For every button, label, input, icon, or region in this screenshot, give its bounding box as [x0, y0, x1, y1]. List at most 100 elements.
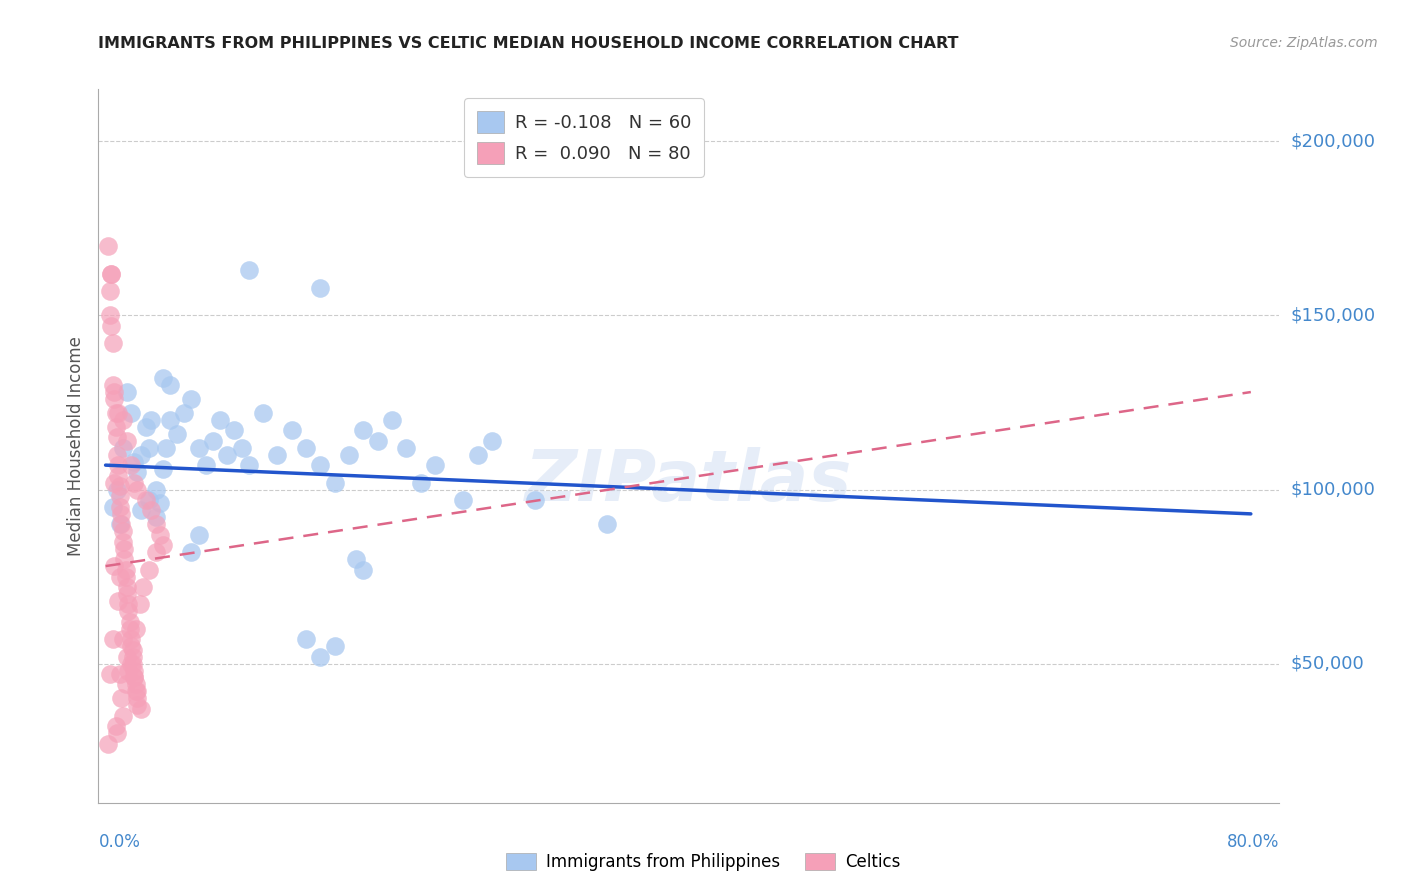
Point	[231, 441, 253, 455]
Point	[131, 448, 153, 462]
Point	[149, 496, 172, 510]
Point	[103, 475, 125, 490]
Point	[125, 483, 148, 497]
Point	[323, 639, 346, 653]
Point	[125, 691, 148, 706]
Point	[138, 492, 160, 507]
Point	[138, 441, 160, 455]
Point	[108, 517, 131, 532]
Point	[115, 434, 138, 448]
Point	[107, 406, 129, 420]
Point	[129, 598, 152, 612]
Point	[395, 441, 418, 455]
Point	[409, 475, 432, 490]
Point	[122, 475, 145, 490]
Point	[352, 563, 374, 577]
Point	[138, 563, 160, 577]
Point	[120, 639, 142, 653]
Point	[180, 392, 202, 406]
Point	[107, 458, 129, 472]
Point	[115, 385, 138, 400]
Point	[108, 500, 131, 514]
Point	[295, 441, 318, 455]
Point	[131, 503, 153, 517]
Legend: Immigrants from Philippines, Celtics: Immigrants from Philippines, Celtics	[498, 845, 908, 880]
Point	[344, 552, 367, 566]
Point	[107, 468, 129, 483]
Point	[145, 517, 167, 532]
Point	[309, 458, 332, 472]
Point	[108, 479, 131, 493]
Point	[117, 598, 139, 612]
Point	[120, 657, 142, 671]
Text: ZIPatlas: ZIPatlas	[526, 447, 852, 516]
Point	[97, 737, 120, 751]
Point	[101, 632, 124, 647]
Point	[141, 413, 163, 427]
Point	[266, 448, 288, 462]
Text: 80.0%: 80.0%	[1227, 833, 1279, 851]
Text: Source: ZipAtlas.com: Source: ZipAtlas.com	[1230, 36, 1378, 50]
Point	[367, 434, 389, 448]
Point	[120, 406, 142, 420]
Point	[155, 441, 177, 455]
Point	[101, 378, 124, 392]
Point	[117, 664, 139, 678]
Point	[159, 378, 181, 392]
Point	[125, 698, 148, 713]
Point	[104, 406, 127, 420]
Point	[118, 622, 141, 636]
Point	[122, 671, 145, 685]
Text: $200,000: $200,000	[1291, 132, 1375, 151]
Point	[108, 490, 131, 504]
Text: $150,000: $150,000	[1291, 307, 1375, 325]
Point	[595, 517, 617, 532]
Point	[103, 559, 125, 574]
Point	[125, 465, 148, 479]
Point	[100, 267, 122, 281]
Point	[110, 691, 132, 706]
Point	[105, 726, 128, 740]
Point	[101, 500, 124, 514]
Point	[111, 632, 134, 647]
Point	[187, 441, 209, 455]
Point	[111, 413, 134, 427]
Point	[112, 541, 135, 556]
Point	[481, 434, 503, 448]
Point	[423, 458, 446, 472]
Point	[453, 492, 475, 507]
Point	[110, 517, 132, 532]
Point	[166, 426, 188, 441]
Point	[108, 667, 131, 681]
Point	[105, 430, 128, 444]
Point	[100, 267, 122, 281]
Point	[131, 702, 153, 716]
Point	[180, 545, 202, 559]
Point	[104, 719, 127, 733]
Point	[152, 538, 174, 552]
Point	[224, 423, 246, 437]
Point	[98, 309, 121, 323]
Y-axis label: Median Household Income: Median Household Income	[66, 336, 84, 556]
Point	[152, 371, 174, 385]
Point	[135, 492, 157, 507]
Point	[173, 406, 195, 420]
Point	[152, 461, 174, 475]
Point	[111, 708, 134, 723]
Point	[252, 406, 274, 420]
Point	[98, 667, 121, 681]
Point	[201, 434, 224, 448]
Point	[121, 657, 143, 671]
Point	[149, 528, 172, 542]
Point	[114, 677, 136, 691]
Point	[238, 458, 260, 472]
Point	[103, 392, 125, 406]
Point	[209, 413, 232, 427]
Point	[352, 423, 374, 437]
Point	[467, 448, 489, 462]
Point	[104, 420, 127, 434]
Point	[111, 524, 134, 539]
Point	[159, 413, 181, 427]
Point	[111, 441, 134, 455]
Point	[309, 649, 332, 664]
